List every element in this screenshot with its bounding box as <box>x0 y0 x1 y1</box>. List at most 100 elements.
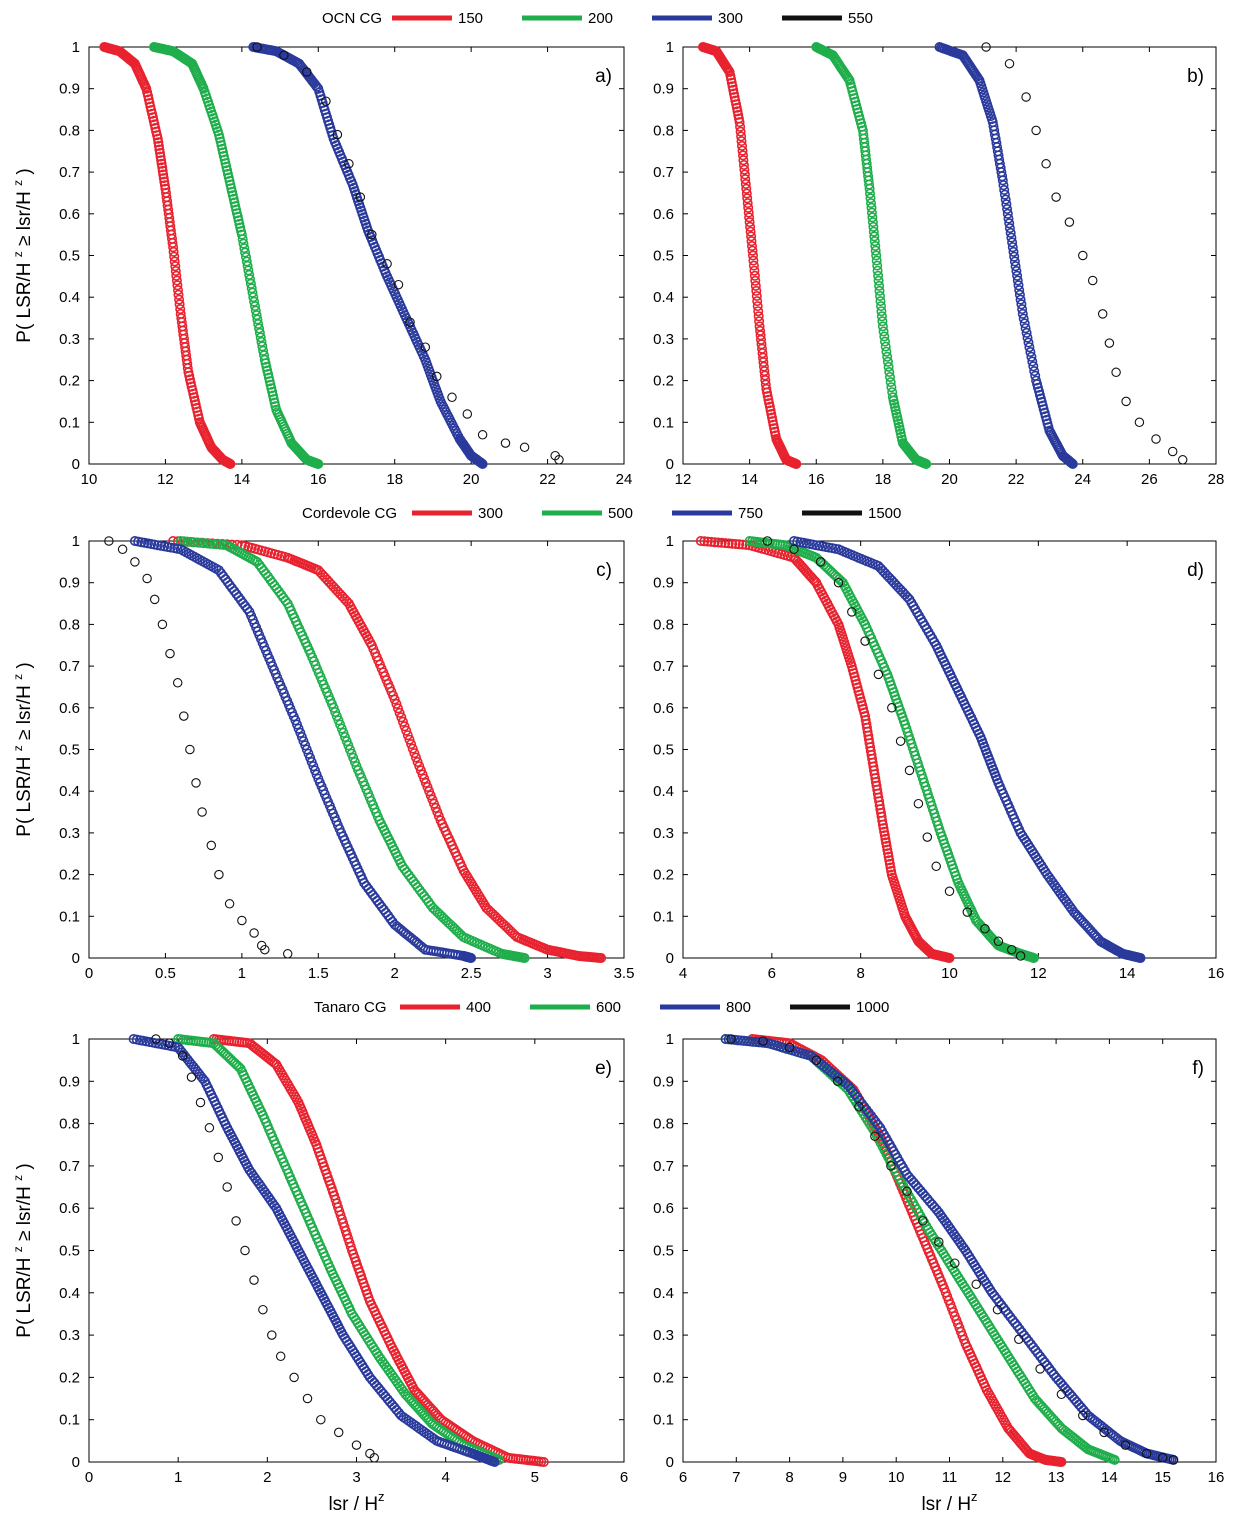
y-tick-label: 0.7 <box>653 164 674 181</box>
data-point <box>762 536 773 546</box>
y-tick-label: 0.1 <box>653 1412 674 1429</box>
data-point <box>999 185 1010 196</box>
data-point <box>742 198 753 209</box>
y-tick-label: 0.5 <box>653 248 674 265</box>
x-tick-label: 6 <box>768 965 776 982</box>
y-axis-label: P( LSR/H z ≥ lsr/H z ) <box>11 662 35 836</box>
y-tick-label: 0.3 <box>59 331 80 348</box>
data-point <box>734 117 745 128</box>
panel-e: 0 1 2 3 4 5 6 0 0.1 0.2 0.3 0.4 0.5 0.6 0.7 0.8 0.9 1 e) P(… <box>11 1031 628 1515</box>
data-point <box>880 833 891 844</box>
y-tick-label: 0.8 <box>653 122 674 139</box>
data-point <box>157 165 168 176</box>
data-point <box>741 188 752 199</box>
x-tick-label: 2 <box>391 965 399 982</box>
data-point <box>843 73 854 84</box>
data-point <box>747 250 758 261</box>
panel-b: 12 14 16 18 20 22 24 26 28 0 0.1 0.2 0.3 0.4 0.5 0.6 0.7… <box>653 39 1224 488</box>
data-point <box>237 234 248 245</box>
legend-title: OCN CG <box>322 10 382 27</box>
data-point <box>883 851 894 862</box>
data-point <box>869 231 880 242</box>
data-point <box>1020 323 1031 334</box>
data-point <box>1016 299 1027 310</box>
series-550 <box>252 42 564 465</box>
x-tick-label: 1 <box>174 1469 182 1486</box>
series-group <box>695 535 1146 963</box>
series-1000 <box>726 1034 1179 1465</box>
data-point <box>240 1245 250 1256</box>
data-point <box>409 748 420 759</box>
series-150 <box>99 41 236 469</box>
data-point <box>713 537 724 548</box>
x-tick-label: 14 <box>234 471 251 488</box>
data-point <box>874 280 885 291</box>
data-point <box>177 1051 188 1061</box>
y-tick-label: 1 <box>666 1031 674 1048</box>
data-point <box>252 42 262 52</box>
x-tick-label: 14 <box>741 471 758 488</box>
panel-label-d: d) <box>1187 560 1204 581</box>
data-point <box>815 557 826 567</box>
data-point <box>884 366 895 377</box>
data-point <box>732 106 743 117</box>
data-point <box>396 712 407 723</box>
x-tick-label: 5 <box>531 1469 539 1486</box>
y-tick-label: 0.6 <box>59 206 80 223</box>
data-point <box>402 730 413 741</box>
y-tick-label: 0 <box>666 1454 674 1471</box>
data-point <box>1004 58 1015 69</box>
data-point <box>723 538 734 549</box>
data-point <box>745 221 756 232</box>
data-point <box>153 140 164 151</box>
y-tick-label: 0.8 <box>59 122 80 139</box>
data-point <box>868 226 879 237</box>
data-point <box>879 826 890 837</box>
data-point <box>1002 204 1013 215</box>
data-point <box>1168 1455 1179 1465</box>
y-tick-label: 0.2 <box>59 1369 80 1386</box>
x-tick-label: 18 <box>386 471 403 488</box>
series-300 <box>248 41 488 469</box>
data-point <box>726 77 737 88</box>
data-point <box>725 70 736 81</box>
data-point <box>866 202 877 213</box>
x-tick-label: 0 <box>85 965 93 982</box>
x-tick-label: 16 <box>808 471 825 488</box>
data-point <box>1097 309 1108 319</box>
data-point <box>875 296 886 307</box>
data-point <box>1026 351 1037 362</box>
data-point <box>747 245 758 256</box>
series-750 <box>129 535 477 963</box>
data-point <box>738 155 749 166</box>
legend-label-1500: 1500 <box>868 505 901 522</box>
data-point <box>743 202 754 213</box>
legend-label-750: 750 <box>738 505 763 522</box>
data-point <box>1014 285 1025 296</box>
data-point <box>750 280 761 291</box>
x-tick-label: 22 <box>539 471 556 488</box>
data-point <box>1120 1440 1131 1450</box>
data-point <box>868 221 879 232</box>
data-point <box>405 317 415 327</box>
data-point <box>999 189 1010 200</box>
y-tick-label: 0.9 <box>59 575 80 592</box>
data-point <box>172 280 183 291</box>
y-tick-label: 0.9 <box>653 1073 674 1090</box>
y-tick-label: 0 <box>666 456 674 473</box>
data-point <box>753 311 764 322</box>
data-point <box>997 175 1008 186</box>
data-point <box>236 229 247 240</box>
data-point <box>871 255 882 266</box>
data-point <box>873 270 884 281</box>
data-point <box>740 174 751 185</box>
data-point <box>1104 338 1115 348</box>
data-point <box>789 544 799 555</box>
y-tick-label: 0.1 <box>653 414 674 431</box>
data-point <box>500 438 511 448</box>
data-point <box>168 246 179 257</box>
data-point <box>878 823 889 834</box>
data-point <box>1017 304 1028 315</box>
data-point <box>117 544 128 555</box>
data-point <box>406 739 417 750</box>
